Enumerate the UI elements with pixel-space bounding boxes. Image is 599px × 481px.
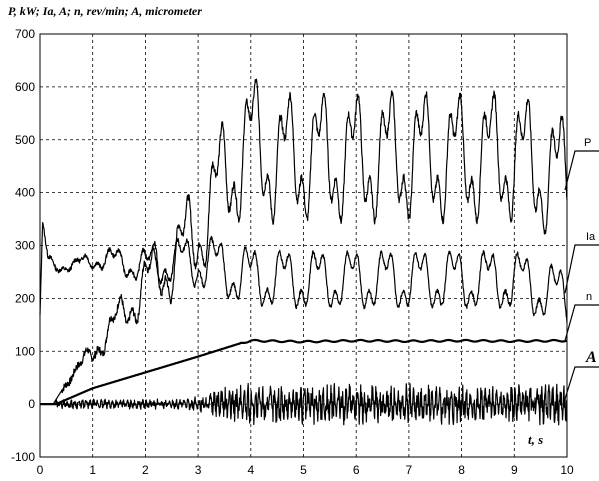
series-line-n [39,338,568,406]
plot-frame [39,33,568,458]
x-tick-label: 8 [458,463,465,477]
series-line-Ia [39,221,568,323]
x-tick-label: 2 [142,463,149,477]
x-tick-label: 4 [247,463,254,477]
series-label-P: P [584,137,591,149]
y-tick-label: 400 [15,186,35,200]
y-tick-label: 0 [28,397,35,411]
x-tick-label: 5 [300,463,307,477]
series-line-A [39,382,568,426]
series-labels: P Ia n A [564,137,599,400]
series-line-P [39,78,568,405]
y-tick-label: 200 [15,291,35,305]
y-tick-label: 600 [15,80,35,94]
series-label-A: A [585,349,597,366]
leader-line-n [564,304,599,341]
x-tick-label: 1 [89,463,96,477]
x-tick-label: 10 [560,463,574,477]
leader-line-Ia [564,244,599,294]
leader-line-A [564,366,599,400]
y-tick-label: 100 [15,344,35,358]
chart-title: P, kW; Ia, A; n, rev/min; A, micrometer [8,4,202,18]
x-tick-label: 3 [195,463,202,477]
series-label-n: n [586,291,592,303]
y-tick-label: 700 [15,27,35,41]
y-tick-label: -100 [11,450,35,464]
y-tick-label: 300 [15,239,35,253]
y-tick-label: 500 [15,133,35,147]
x-tick-label: 7 [406,463,413,477]
curves [39,78,568,426]
x-tick-label: 0 [37,463,44,477]
x-tick-label: 9 [511,463,518,477]
x-tick-label: 6 [353,463,360,477]
leader-line-P [564,150,599,191]
x-axis-label: t, s [528,432,543,447]
series-label-Ia: Ia [586,231,596,243]
